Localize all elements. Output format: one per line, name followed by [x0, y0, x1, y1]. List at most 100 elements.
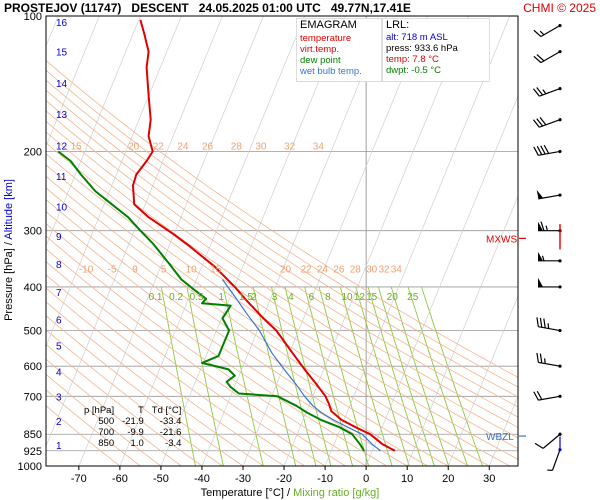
theta-label: 22 [300, 264, 312, 275]
altitude-tick-label: 9 [56, 232, 62, 243]
mixing-ratio-label: 1.5 [239, 292, 253, 303]
summary-cell: -9.9 [127, 427, 144, 438]
dry-adiabat [46, 223, 387, 466]
legend-item: wet bulb temp. [300, 66, 362, 77]
x-tick-label: -20 [276, 473, 292, 485]
wind-barb-staff [538, 150, 561, 156]
mixing-ratio-label: 6 [309, 292, 315, 303]
altitude-tick-label: 4 [56, 367, 62, 378]
mixing-ratio-label: 4 [288, 292, 294, 303]
station-name: PROSTEJOV (11747) [4, 1, 122, 15]
theta-label: 22 [153, 141, 165, 152]
x-tick-label: -10 [317, 473, 333, 485]
wind-barb-staff [542, 433, 561, 449]
mixing-ratio-label: 0.2 [169, 292, 183, 303]
theta-label: 20 [128, 141, 140, 152]
wind-barb-dot [558, 149, 562, 154]
altitude-tick-label: 2 [56, 417, 62, 428]
x-tick-label: 10 [401, 473, 413, 485]
altitude-tick-label: 1 [56, 441, 62, 452]
isotherm-line [119, 16, 305, 466]
dry-adiabat [46, 343, 203, 466]
pressure-tick-label: 700 [24, 391, 42, 403]
wind-barb [533, 23, 562, 38]
dry-adiabat [46, 329, 223, 466]
summary-header: Td [°C] [151, 405, 182, 416]
dry-adiabat [46, 60, 518, 378]
x-axis-label-temp: Temperature [°C] / [201, 487, 293, 499]
y-axis-label-pressure: Pressure [hPa] / [3, 240, 15, 321]
isotherm-line [406, 195, 518, 466]
wind-barb-full [540, 221, 545, 231]
wind-barb-full [540, 145, 546, 155]
dry-adiabat [46, 89, 518, 408]
summary-cell: -33.4 [159, 416, 182, 427]
x-tick-label: -40 [194, 473, 210, 485]
sounding-mode: DESCENT [131, 1, 189, 15]
dry-adiabat [46, 373, 162, 466]
wind-barb-full [539, 317, 543, 328]
x-tick-label: 0 [363, 473, 369, 485]
plot-frame [45, 15, 519, 467]
x-tick-label: -70 [71, 473, 87, 485]
lrl-altitude: alt: 718 m ASL [386, 32, 448, 43]
wind-barb-dot [558, 193, 562, 197]
altitude-tick-label: 16 [56, 18, 68, 29]
altitude-tick-label: 7 [56, 288, 62, 299]
theta-label: -10 [79, 264, 94, 275]
theta-label: 30 [255, 141, 267, 152]
wind-barb [536, 317, 562, 333]
wind-barb [538, 221, 562, 233]
wind-barb-full [536, 390, 543, 400]
isotherm-line [78, 16, 264, 466]
altitude-tick-label: 12 [56, 142, 68, 153]
wind-barb [538, 251, 562, 263]
altitude-tick-label: 5 [56, 342, 62, 353]
isotherm-line [46, 16, 141, 247]
altitude-tick-label: 10 [56, 202, 68, 213]
x-tick-label: 20 [442, 473, 454, 485]
copyright: CHMI © 2025 [523, 1, 596, 15]
summary-cell: -21.6 [159, 427, 182, 438]
x-axis-label-mixing: Mixing ratio [g/kg] [293, 487, 379, 499]
theta-label: 10 [186, 264, 198, 275]
y-axis-label-altitude: Altitude [km] [3, 179, 15, 240]
dry-adiabat [46, 287, 285, 466]
mixing-ratio-line [390, 286, 450, 466]
dry-adiabat [46, 99, 518, 418]
wind-barb [533, 144, 562, 156]
summary-header: p [hPa] [84, 405, 115, 416]
wind-barb-dot [558, 118, 562, 122]
mixing-ratio-label: 25 [407, 292, 419, 303]
theta-label: 20 [280, 264, 292, 275]
chart-axes [45, 15, 526, 470]
isotherm-line [46, 16, 223, 447]
x-tick-label: -30 [235, 473, 251, 485]
dry-adiabats [46, 16, 518, 466]
wind-barb [536, 352, 562, 368]
theta-label: 24 [317, 264, 329, 275]
wind-barb-dot [558, 87, 562, 91]
pressure-tick-label: 850 [24, 429, 42, 441]
station-title: PROSTEJOV (11747) DESCENT 24.05.2025 01:… [4, 1, 411, 15]
sounding-datetime: 24.05.2025 01:00 UTC [198, 1, 321, 15]
lrl-title: LRL: [386, 19, 410, 31]
wind-barbs [532, 23, 562, 471]
profile-lines [57, 19, 396, 452]
x-tick-label: 30 [483, 473, 495, 485]
dry-adiabat [46, 120, 518, 439]
mixing-ratio-label: 0.1 [149, 292, 163, 303]
station-coords: 49.77N,17.41E [330, 1, 411, 15]
theta-label: 9 [132, 264, 138, 275]
dry-adiabat [46, 110, 518, 428]
pressure-tick-label: 300 [24, 226, 42, 238]
wind-barb-dot [558, 259, 562, 263]
wind-barb-full [536, 146, 543, 155]
wind-barb [536, 190, 562, 200]
wind-barb [532, 117, 562, 128]
theta-label: 34 [313, 141, 325, 152]
mixing-ratio-label: 12 [354, 292, 366, 303]
mixing-ratio-line [421, 286, 484, 466]
wind-barb-full [533, 146, 539, 156]
